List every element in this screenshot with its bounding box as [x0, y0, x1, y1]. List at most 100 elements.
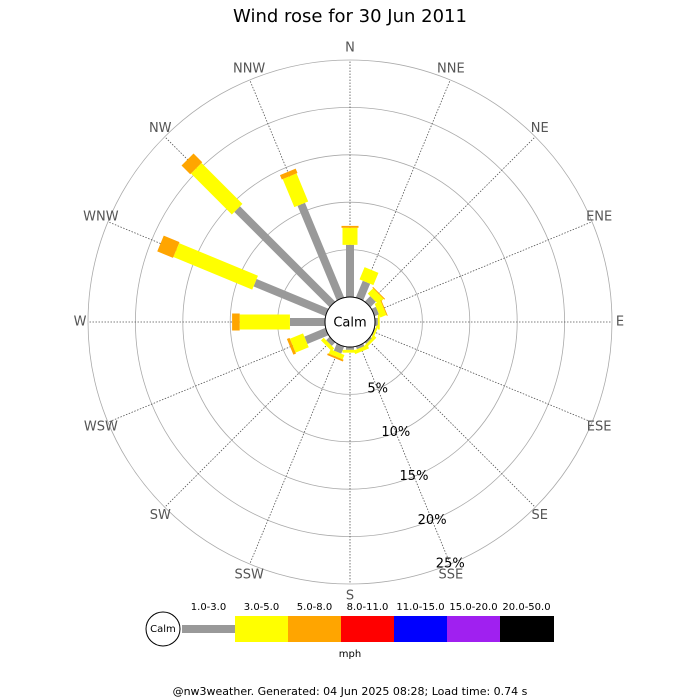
bar-segment	[289, 333, 309, 353]
legend-label: 20.0-50.0	[502, 602, 550, 613]
bar-segment	[355, 280, 371, 301]
direction-label: SW	[150, 508, 171, 523]
legend-unit: mph	[339, 649, 361, 660]
direction-bar	[371, 299, 388, 318]
bar-segment	[380, 299, 388, 316]
bar-segment	[239, 314, 290, 330]
overlay: N NNE NE ENE E ESE SE SSE S SSW SW WSW W WNW NW NNW Calm…	[74, 41, 624, 647]
bar-segment	[190, 162, 243, 215]
ring	[87, 59, 613, 585]
bar-segment	[355, 343, 365, 350]
legend-label: 15.0-20.0	[449, 602, 497, 613]
bar-segment	[342, 227, 358, 245]
spoke	[372, 221, 593, 313]
bar-segment	[327, 353, 344, 362]
bars	[157, 153, 388, 362]
direction-label: ENE	[586, 210, 612, 225]
direction-label: NNE	[437, 61, 465, 76]
direction-label: SSW	[234, 568, 264, 583]
legend-swatch	[394, 616, 448, 642]
bar-segment	[346, 347, 354, 350]
bar-segment	[367, 288, 384, 305]
bar-segment	[364, 336, 372, 344]
spoke	[367, 136, 536, 305]
spoke	[367, 339, 536, 508]
bar-segment	[371, 306, 380, 317]
spoke	[164, 339, 333, 508]
direction-bar	[342, 347, 358, 353]
direction-label: W	[74, 315, 87, 330]
direction-label: NW	[149, 121, 172, 136]
direction-label: WNW	[83, 210, 119, 225]
ring-label: 15%	[400, 469, 429, 484]
legend-swatch	[447, 616, 501, 642]
spoke	[372, 331, 593, 423]
direction-bar	[279, 168, 345, 301]
direction-label: S	[346, 589, 354, 604]
direction-label: SSE	[438, 568, 463, 583]
grid	[87, 59, 613, 585]
direction-bar	[181, 153, 336, 308]
bar-segment	[328, 349, 345, 360]
bar-segment	[279, 168, 298, 180]
bar-segment	[341, 225, 359, 228]
bar-segment	[333, 343, 345, 354]
legend-label: 11.0-15.0	[396, 602, 444, 613]
bar-segment	[377, 314, 380, 330]
bar-segment	[282, 173, 309, 208]
legend-swatch	[288, 616, 342, 642]
direction-label: E	[616, 315, 624, 330]
direction-bar	[320, 336, 336, 352]
ring-label: 25%	[436, 557, 465, 572]
direction-bar	[364, 286, 386, 308]
calm-circle	[324, 296, 376, 348]
spoke	[249, 344, 341, 565]
legend-label: 3.0-5.0	[244, 602, 279, 613]
chart-title: Wind rose for 30 Jun 2011	[233, 6, 467, 27]
direction-label: N	[345, 41, 355, 56]
direction-bar	[286, 327, 329, 355]
bar-segment	[289, 318, 326, 326]
direction-label: WSW	[84, 419, 118, 434]
direction-bar	[341, 225, 359, 297]
bar-segment	[326, 336, 336, 346]
bar-segment	[232, 313, 240, 331]
direction-label: ESE	[587, 419, 612, 434]
spoke	[359, 344, 451, 565]
bar-segment	[297, 202, 345, 301]
bar-segment	[374, 318, 378, 326]
bar-segment	[320, 337, 335, 352]
direction-bar	[355, 267, 379, 301]
bar-segment	[286, 337, 296, 355]
ring-label: 5%	[367, 381, 388, 396]
bar-segment	[181, 153, 203, 175]
bar-segment	[304, 327, 329, 344]
direction-bar	[353, 343, 370, 355]
ring	[229, 201, 471, 443]
footer: @nw3weather. Generated: 04 Jun 2025 08:2…	[173, 685, 528, 698]
bar-segment	[342, 349, 358, 353]
ring-label: 20%	[418, 513, 447, 528]
bar-segment	[157, 235, 180, 258]
legend-label: 5.0-8.0	[297, 602, 332, 613]
legend-swatch	[235, 616, 289, 642]
legend-swatch	[500, 616, 554, 642]
bar-segment	[364, 296, 376, 308]
direction-label: SE	[532, 508, 548, 523]
legend-label: 8.0-11.0	[347, 602, 389, 613]
bar-segment	[374, 301, 387, 318]
legend-calm-label: Calm	[150, 624, 176, 635]
bar-segment	[353, 344, 370, 355]
direction-label: NE	[531, 121, 549, 136]
bar-segment	[253, 278, 329, 317]
bar-segment	[234, 206, 336, 308]
bar-segment	[371, 325, 379, 340]
legend-swatch	[341, 616, 395, 642]
bar-segment	[346, 244, 354, 297]
legend-swatch	[182, 625, 235, 633]
legend-calm	[145, 611, 181, 647]
direction-label: NNW	[233, 61, 265, 76]
bar-segment	[372, 286, 386, 300]
calm-label: Calm	[333, 316, 366, 331]
